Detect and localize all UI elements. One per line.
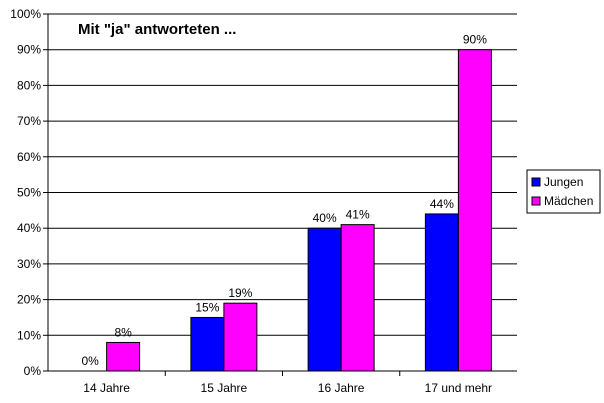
legend: Jungen Mädchen <box>526 169 601 214</box>
bar <box>223 302 258 372</box>
bar <box>190 316 225 372</box>
y-tick-label: 0% <box>24 364 42 378</box>
y-tick-label: 90% <box>17 43 41 57</box>
bar <box>457 49 492 372</box>
y-tick-label: 40% <box>17 221 41 235</box>
data-labels: 0% 8% 15% 19% 40% 41% 44% 90% <box>81 33 487 368</box>
y-tick-label: 50% <box>17 186 41 200</box>
data-label: 44% <box>430 197 454 211</box>
data-label: 15% <box>195 300 219 314</box>
chart-title: Mit "ja" antworteten ... <box>78 21 236 38</box>
y-tick-label: 10% <box>17 328 41 342</box>
legend-swatch <box>531 177 541 187</box>
data-label: 0% <box>81 354 99 368</box>
y-tick-labels: 0% 10% 20% 30% 40% 50% 60% 70% 80% 90% 100% <box>10 7 41 378</box>
bar <box>424 213 459 372</box>
data-label: 90% <box>463 33 487 47</box>
axes <box>47 14 517 376</box>
legend-swatch <box>531 196 541 206</box>
y-tick-label: 100% <box>10 7 41 21</box>
data-label: 40% <box>313 211 337 225</box>
y-tick-label: 20% <box>17 293 41 307</box>
data-label: 19% <box>228 286 252 300</box>
bar <box>307 227 342 372</box>
y-tick-label: 30% <box>17 257 41 271</box>
bar <box>340 224 375 372</box>
x-tick-label: 17 und mehr <box>425 381 492 395</box>
bars <box>106 49 492 372</box>
x-tick-label: 15 Jahre <box>201 381 248 395</box>
legend-label: Mädchen <box>544 194 593 208</box>
y-tick-label: 80% <box>17 78 41 92</box>
x-tick-labels: 14 Jahre 15 Jahre 16 Jahre 17 und mehr <box>83 381 492 395</box>
bar <box>106 341 141 372</box>
legend-label: Jungen <box>544 175 583 189</box>
y-tick-label: 60% <box>17 150 41 164</box>
x-tick-label: 16 Jahre <box>318 381 365 395</box>
gridlines <box>43 13 517 372</box>
x-tick-label: 14 Jahre <box>83 381 130 395</box>
data-label: 8% <box>114 325 132 339</box>
legend-box <box>526 169 601 214</box>
y-tick-label: 70% <box>17 114 41 128</box>
data-label: 41% <box>346 208 370 222</box>
